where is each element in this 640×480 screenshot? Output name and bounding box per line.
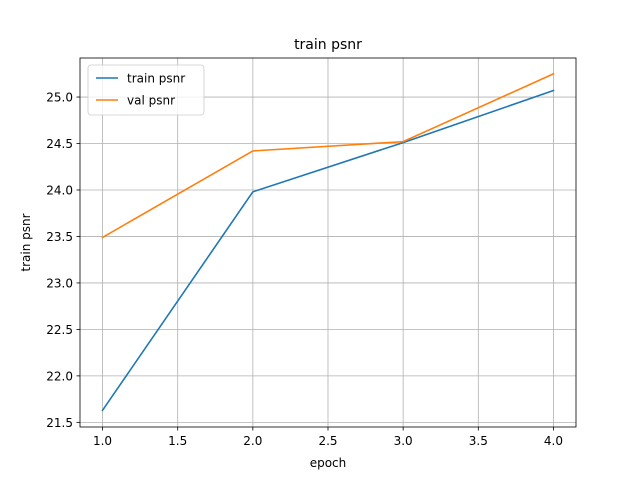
legend: train psnr val psnr: [87, 64, 205, 116]
grid: [80, 58, 576, 427]
chart-title: train psnr: [294, 37, 362, 53]
x-axis: 1.0 1.5 2.0 2.5 3.0 3.5 4.0: [93, 427, 563, 448]
series-line-val-psnr: [101, 72, 555, 239]
series-line-train-psnr: [101, 89, 555, 412]
series-lines: [101, 72, 555, 412]
y-tick-label: 24.5: [46, 137, 73, 151]
y-tick-label: 22.0: [46, 369, 73, 383]
x-tick-label: 3.5: [469, 434, 488, 448]
x-tick-label: 3.0: [394, 434, 413, 448]
y-tick-label: 21.5: [46, 416, 73, 430]
y-tick-label: 25.0: [46, 91, 73, 105]
y-tick-label: 23.5: [46, 230, 73, 244]
y-tick-label: 24.0: [46, 183, 73, 197]
y-axis-title: train psnr: [19, 213, 33, 271]
x-axis-title: epoch: [310, 456, 347, 470]
x-tick-label: 4.0: [544, 434, 563, 448]
y-tick-label: 22.5: [46, 323, 73, 337]
y-axis: 21.5 22.0 22.5 23.0 23.5 24.0 24.5 25.0: [46, 91, 80, 430]
x-tick-label: 1.0: [93, 434, 112, 448]
legend-label: val psnr: [127, 94, 175, 108]
x-tick-label: 2.0: [243, 434, 262, 448]
x-tick-label: 1.5: [168, 434, 187, 448]
y-tick-label: 23.0: [46, 276, 73, 290]
legend-label: train psnr: [127, 72, 185, 86]
x-tick-label: 2.5: [318, 434, 337, 448]
